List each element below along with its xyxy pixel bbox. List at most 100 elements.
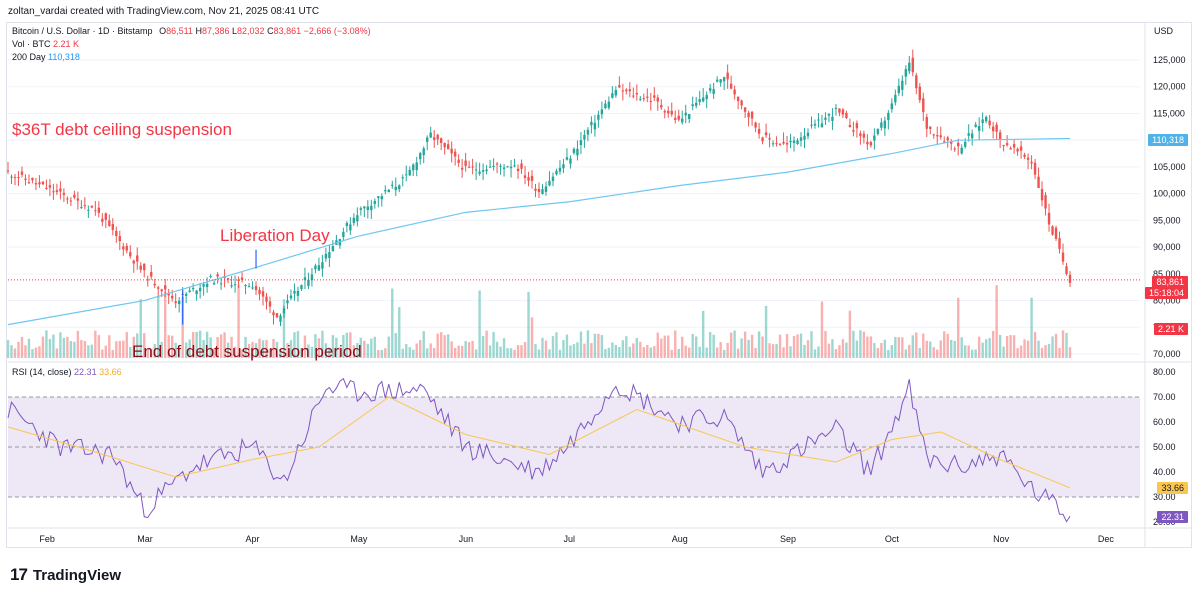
volume-bar	[412, 349, 415, 358]
volume-bar	[1033, 331, 1037, 358]
low-label: L	[232, 26, 238, 36]
volume-bar	[474, 349, 478, 358]
candle-body	[328, 252, 331, 259]
volume-bar	[674, 330, 677, 358]
candle-body	[516, 168, 520, 172]
candle-body	[761, 137, 764, 142]
volume-legend[interactable]: Vol · BTC 2.21 K	[12, 39, 79, 49]
candle-body	[621, 90, 625, 92]
candle-body	[1065, 266, 1068, 274]
volume-bar	[317, 338, 321, 358]
rsi-legend[interactable]: RSI (14, close) 22.31 33.66	[12, 367, 122, 377]
candle-body	[974, 124, 977, 127]
candle-body	[712, 89, 715, 94]
tradingview-logo[interactable]: 17 TradingView	[10, 565, 121, 585]
candle-body	[719, 79, 722, 83]
candle-body	[296, 290, 300, 296]
volume-bar	[429, 343, 432, 358]
candle-body	[293, 290, 296, 294]
candle-body	[743, 107, 747, 112]
candle-body	[782, 142, 785, 144]
candle-body	[586, 129, 590, 135]
volume-bar	[122, 340, 125, 358]
candle-body	[750, 111, 754, 119]
volume-bar	[943, 331, 946, 358]
candle-body	[670, 110, 673, 115]
candle-body	[331, 246, 335, 252]
candle-body	[177, 300, 181, 305]
candle-body	[922, 98, 925, 113]
volume-bar	[936, 349, 939, 358]
candle-body	[59, 188, 62, 192]
time-axis-label: Mar	[137, 534, 153, 544]
volume-bar	[656, 332, 659, 358]
candle-body	[55, 190, 59, 193]
candle-body	[733, 89, 736, 95]
candle-body	[488, 166, 492, 168]
candle-body	[775, 143, 778, 145]
candle-body	[31, 177, 34, 181]
candle-body	[87, 209, 90, 211]
volume-bar	[41, 336, 45, 358]
candle-body	[848, 124, 852, 128]
price-tick-label: 85,000	[1153, 269, 1181, 279]
symbol-title[interactable]: Bitcoin / U.S. Dollar · 1D · Bitstamp	[12, 26, 153, 36]
candle-body	[457, 159, 460, 163]
volume-bar	[219, 334, 223, 358]
candle-body	[827, 113, 831, 116]
volume-bar	[831, 339, 834, 358]
candle-body	[439, 138, 443, 143]
candle-body	[307, 279, 310, 286]
volume-bar	[502, 338, 506, 358]
volume-bar	[705, 347, 708, 358]
volume-bar	[506, 348, 509, 358]
candle-body	[10, 176, 13, 178]
volume-bar	[660, 338, 663, 358]
candle-body	[880, 122, 883, 128]
volume-bar	[492, 331, 495, 358]
volume-bar	[314, 334, 317, 358]
candle-body	[768, 138, 771, 140]
volume-bar	[450, 341, 453, 358]
candle-body	[639, 98, 642, 100]
volume-bar	[681, 336, 684, 358]
volume-bar	[537, 349, 541, 358]
candle-body	[1040, 189, 1044, 201]
candle-body	[464, 160, 467, 166]
candle-body	[282, 308, 286, 314]
candle-body	[565, 157, 569, 160]
volume-bar	[17, 341, 20, 358]
volume-bar	[953, 340, 956, 358]
candle-body	[901, 80, 904, 90]
candle-body	[254, 286, 258, 291]
volume-bar	[324, 343, 328, 358]
volume-bar	[607, 347, 611, 358]
candle-body	[908, 62, 911, 72]
candle-body	[520, 163, 523, 169]
candle-body	[216, 274, 219, 277]
candle-body	[247, 286, 251, 288]
ma-legend[interactable]: 200 Day 110,318	[12, 52, 80, 62]
candle-body	[495, 163, 499, 165]
volume-bar	[516, 345, 520, 358]
candle-body	[705, 94, 708, 100]
volume-bar	[726, 342, 729, 358]
candle-body	[111, 224, 115, 230]
volume-bar	[887, 349, 890, 358]
candle-body	[233, 284, 237, 286]
candle-body	[83, 205, 87, 207]
volume-bar	[1023, 339, 1026, 358]
volume-bar	[866, 336, 869, 358]
candle-body	[450, 148, 453, 154]
candle-body	[667, 110, 670, 114]
candle-body	[139, 265, 142, 270]
candle-body	[684, 112, 687, 116]
candle-body	[929, 126, 932, 130]
volume-bar	[611, 342, 614, 358]
candle-body	[523, 175, 527, 179]
volume-bar	[722, 349, 726, 358]
volume-bar	[970, 349, 974, 358]
volume-bar	[618, 347, 621, 358]
volume-bar	[45, 330, 48, 358]
